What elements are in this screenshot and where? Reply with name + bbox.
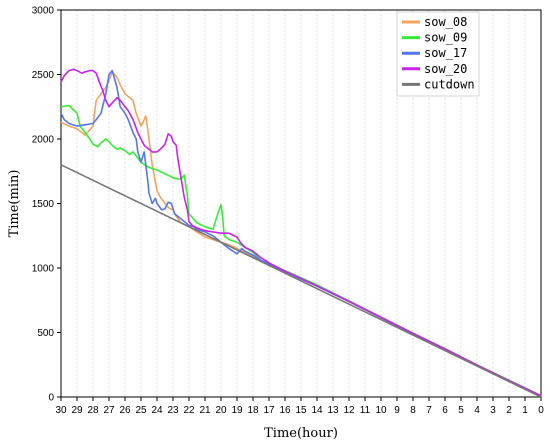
x-tick-label: 14 xyxy=(311,405,323,416)
x-tick-label: 1 xyxy=(522,405,528,416)
x-tick-label: 26 xyxy=(119,405,131,416)
x-tick-label: 0 xyxy=(538,405,544,416)
legend-label: sow_08 xyxy=(424,15,467,29)
y-tick-label: 500 xyxy=(37,328,54,339)
series-line-sow-20 xyxy=(60,68,542,397)
x-tick-label: 6 xyxy=(442,405,448,416)
x-tick-label: 28 xyxy=(87,405,99,416)
y-tick-label: 2000 xyxy=(32,135,55,146)
legend-label: sow_17 xyxy=(424,46,467,60)
x-tick-label: 16 xyxy=(279,405,291,416)
legend-label: sow_20 xyxy=(424,62,467,76)
x-tick-label: 7 xyxy=(426,405,432,416)
series-line-cutdown xyxy=(60,164,542,398)
x-tick-label: 10 xyxy=(375,405,387,416)
x-tick-label: 25 xyxy=(135,405,147,416)
x-tick-label: 9 xyxy=(394,405,400,416)
x-tick-label: 5 xyxy=(458,405,464,416)
y-tick-label: 1000 xyxy=(32,264,55,275)
x-tick-label: 8 xyxy=(410,405,416,416)
x-tick-label: 22 xyxy=(183,405,195,416)
x-tick-label: 23 xyxy=(167,405,179,416)
x-tick-label: 2 xyxy=(506,405,512,416)
x-tick-label: 13 xyxy=(327,405,339,416)
x-tick-label: 29 xyxy=(71,405,83,416)
x-tick-label: 19 xyxy=(231,405,243,416)
series-lines xyxy=(60,68,542,398)
x-tick-label: 27 xyxy=(103,405,115,416)
x-tick-label: 21 xyxy=(199,405,211,416)
x-tick-label: 18 xyxy=(247,405,259,416)
legend-label: sow_09 xyxy=(424,31,467,45)
x-tick-label: 15 xyxy=(295,405,307,416)
x-axis-ticks: 30 29 28 27 26 25 24 23 22 21 20 19 18 17 16 15 14 13 12 11… xyxy=(55,397,544,416)
x-tick-label: 24 xyxy=(151,405,163,416)
y-axis-ticks: 0 500 1000 1500 2000 2500 3000 xyxy=(32,6,61,404)
x-tick-label: 17 xyxy=(263,405,275,416)
x-tick-label: 4 xyxy=(474,405,480,416)
legend-label: cutdown xyxy=(424,77,475,91)
x-tick-label: 12 xyxy=(343,405,355,416)
x-tick-label: 30 xyxy=(55,405,67,416)
y-axis-title: Time(min) xyxy=(7,170,22,238)
y-tick-label: 3000 xyxy=(32,6,55,17)
x-axis-title: Time(hour) xyxy=(264,426,338,441)
y-tick-label: 0 xyxy=(48,393,54,404)
x-tick-label: 20 xyxy=(215,405,227,416)
x-tick-label: 11 xyxy=(360,405,371,416)
series-line-sow-17 xyxy=(60,69,542,397)
x-tick-label: 3 xyxy=(490,405,496,416)
y-tick-label: 2500 xyxy=(32,70,55,81)
y-tick-label: 1500 xyxy=(32,199,55,210)
